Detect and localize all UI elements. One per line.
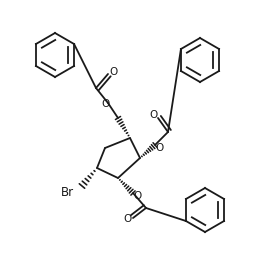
Text: O: O (134, 191, 142, 201)
Text: O: O (149, 110, 157, 120)
Text: Br: Br (61, 185, 74, 199)
Text: O: O (102, 99, 110, 109)
Text: O: O (110, 67, 118, 77)
Text: O: O (156, 143, 164, 153)
Text: O: O (123, 214, 131, 224)
